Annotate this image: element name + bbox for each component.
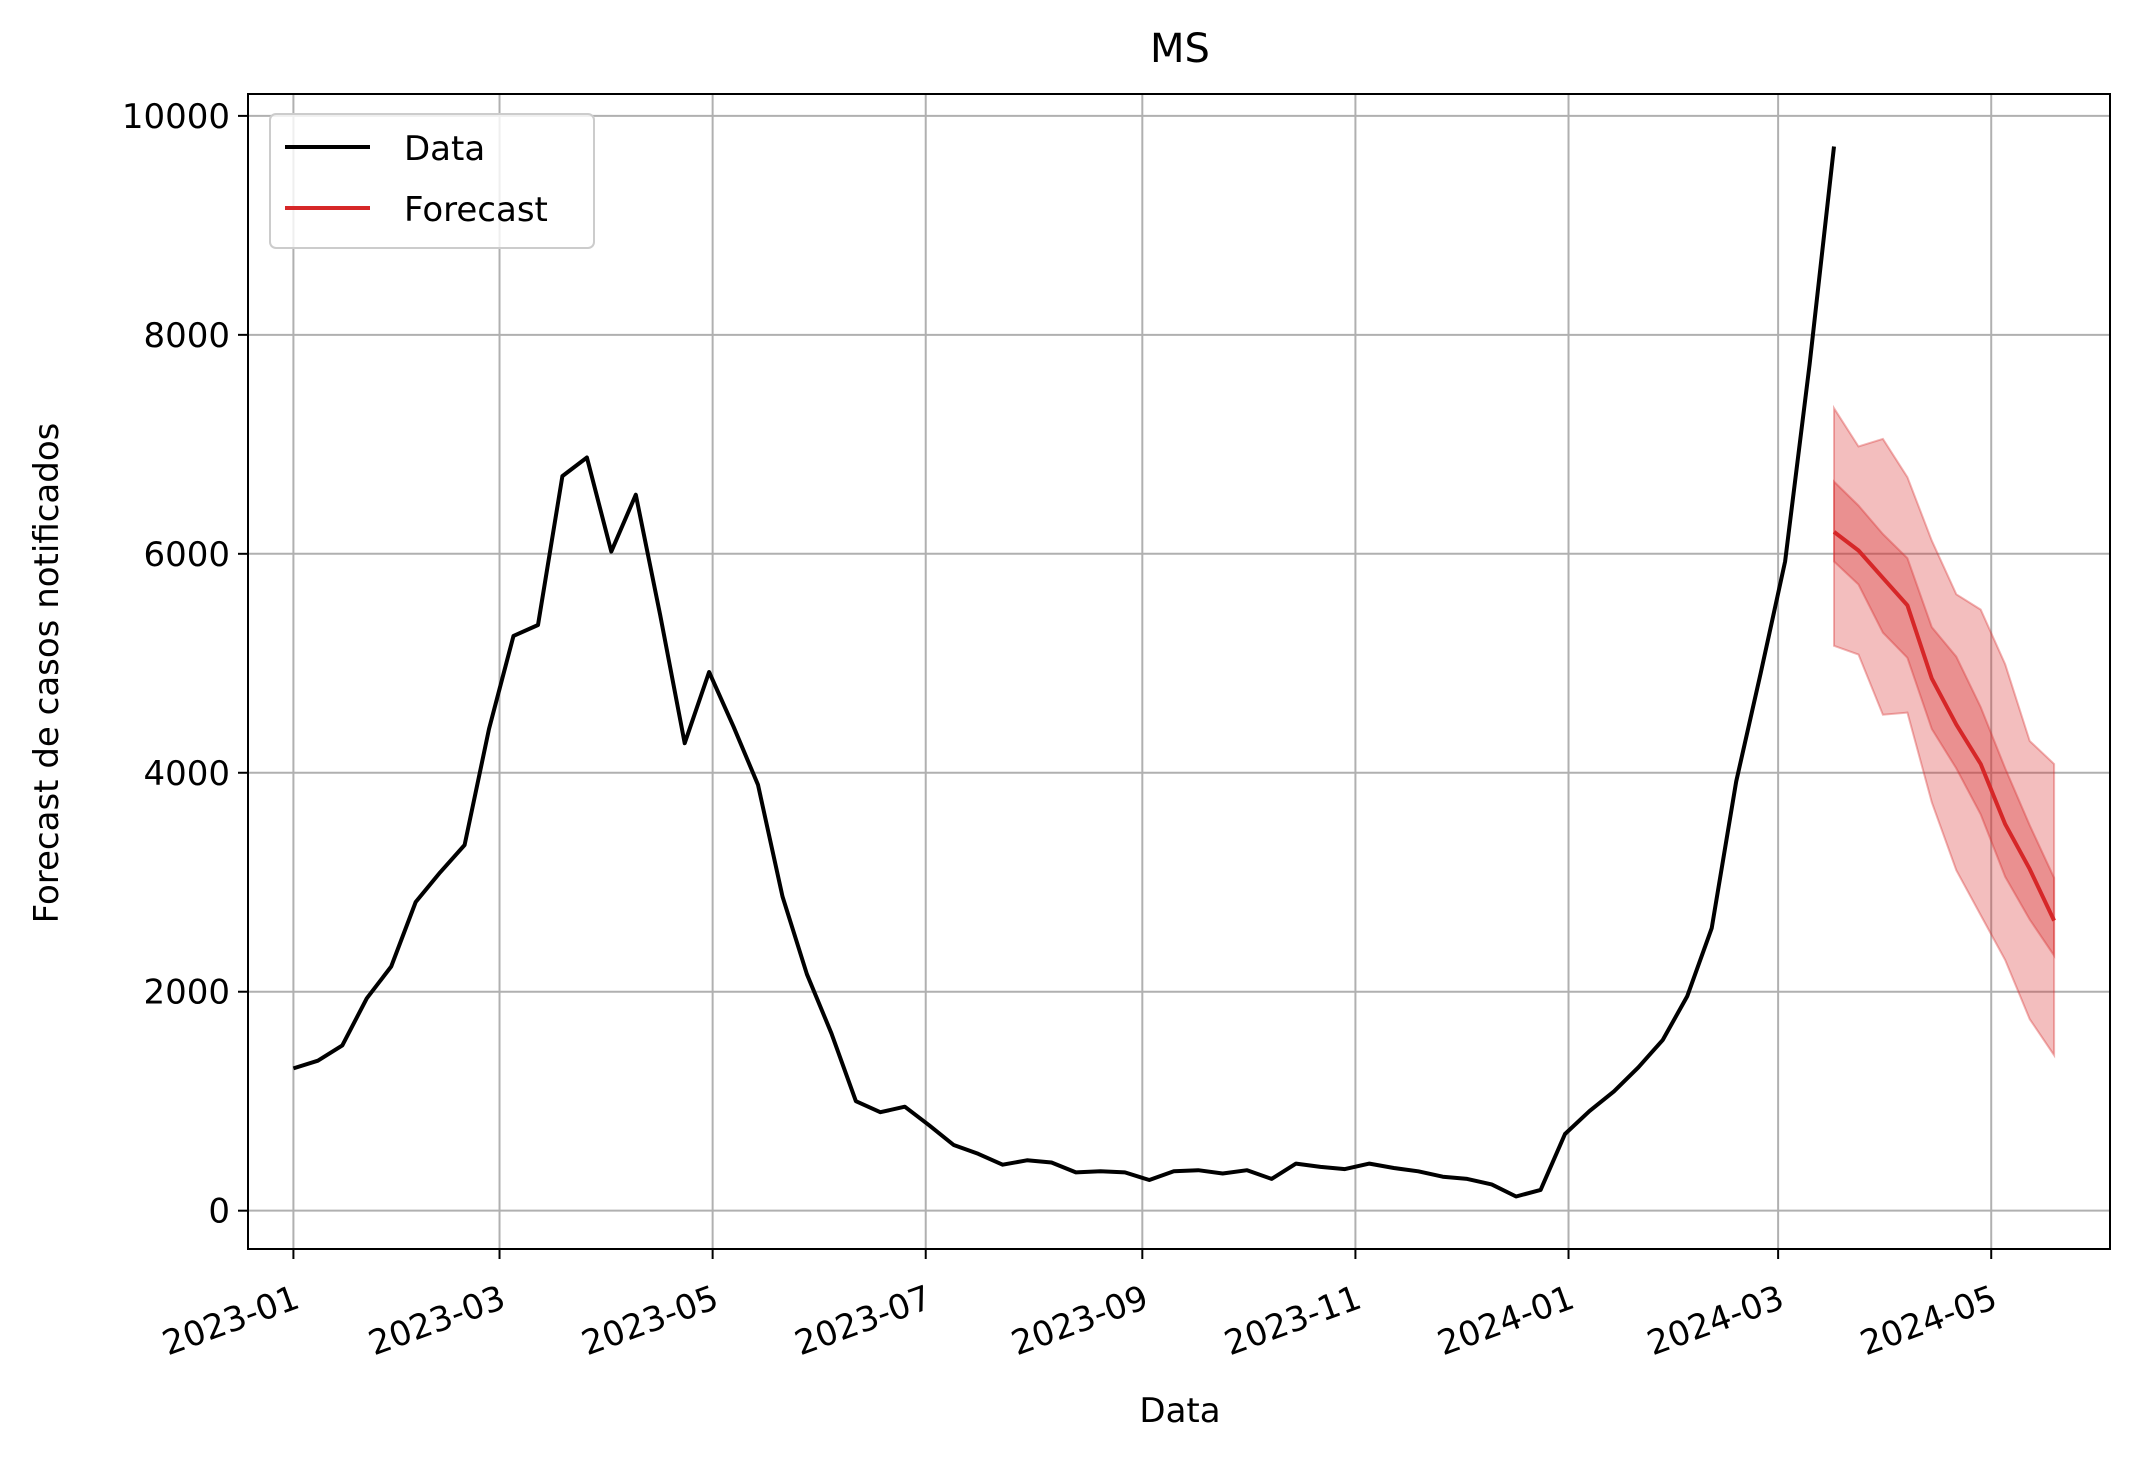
grid-lines <box>248 94 2110 1249</box>
forecast-inner-band <box>1833 479 2056 959</box>
y-axis-ticks: 0 2000 4000 6000 8000 10000 <box>122 97 248 1232</box>
y-tick-label: 8000 <box>143 316 230 356</box>
y-tick-label: 10000 <box>122 97 230 137</box>
y-tick-label: 4000 <box>143 754 230 794</box>
legend-label-data: Data <box>404 129 485 169</box>
y-tick-label: 0 <box>208 1192 230 1232</box>
y-tick-label: 6000 <box>143 535 230 575</box>
series-line-data <box>292 146 1836 1199</box>
plot-frame <box>247 93 2111 1250</box>
legend-label-forecast: Forecast <box>404 190 548 230</box>
x-axis-label: Data <box>1139 1391 1220 1431</box>
series-line-forecast <box>1832 530 2056 922</box>
legend: Data Forecast <box>269 113 595 249</box>
forecast-bands <box>1833 404 2056 1059</box>
series-lines <box>292 146 2056 1199</box>
y-tick-label: 2000 <box>143 973 230 1013</box>
forecast-outer-band <box>1833 404 2056 1059</box>
chart-title: MS <box>1150 26 1210 72</box>
y-axis-label: Forecast de casos notificados <box>27 423 67 924</box>
